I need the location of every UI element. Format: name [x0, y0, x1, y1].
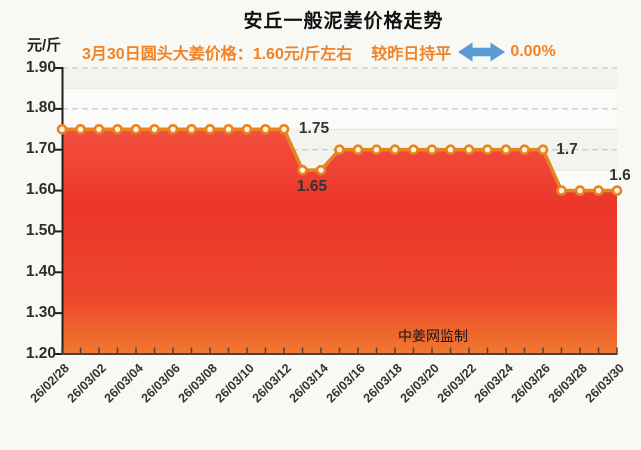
data-point-marker — [445, 144, 456, 156]
data-point-marker — [334, 144, 345, 156]
y-axis-label: 1.60 — [25, 181, 56, 199]
data-point-marker — [186, 123, 197, 135]
price-annotation: 1.75 — [298, 120, 330, 138]
plot-band — [62, 68, 617, 89]
data-point-marker — [389, 144, 401, 156]
compare-text: 较昨日持平 — [371, 46, 452, 63]
data-point-marker — [112, 123, 123, 135]
data-point-marker — [463, 144, 475, 156]
flat-trend-arrow-icon — [457, 41, 506, 63]
data-point-marker — [371, 144, 382, 156]
y-axis-label: 1.20 — [25, 344, 56, 362]
watermark-text: 中姜网监制 — [398, 328, 468, 344]
data-point-marker — [223, 123, 234, 135]
data-point-marker — [556, 185, 567, 196]
price-area-fill — [62, 129, 617, 354]
data-point-marker — [130, 123, 142, 135]
data-point-marker — [56, 123, 68, 135]
subtitle-row: 3月30日圆头大姜价格：1.60元/斤左右 较昨日持平 0.00% — [82, 40, 556, 64]
data-point-marker — [426, 144, 438, 156]
data-point-marker — [537, 144, 549, 156]
data-point-marker — [315, 164, 327, 176]
change-percent-text: 0.00% — [510, 43, 556, 60]
data-point-marker — [500, 144, 512, 156]
y-axis-label: 1.70 — [25, 140, 56, 158]
data-point-marker — [241, 123, 253, 135]
y-axis-label: 1.30 — [25, 303, 56, 321]
data-point-marker — [482, 144, 493, 156]
data-point-marker — [611, 185, 623, 196]
page-title: 安丘一般泥姜价格走势 — [243, 11, 444, 32]
price-summary-text: 3月30日圆头大姜价格：1.60元/斤左右 — [82, 46, 353, 63]
data-point-marker — [260, 123, 271, 135]
data-point-marker — [593, 185, 604, 196]
y-axis-label: 1.80 — [25, 99, 56, 117]
data-point-marker — [574, 185, 586, 196]
data-point-marker — [167, 123, 179, 135]
data-point-marker — [408, 144, 419, 156]
plot-band — [62, 88, 617, 109]
data-point-marker — [93, 123, 105, 135]
data-point-marker — [204, 123, 216, 135]
y-axis-label: 1.40 — [25, 262, 56, 280]
data-point-marker — [352, 144, 364, 156]
price-annotation: 1.7 — [556, 140, 578, 158]
plot-band — [62, 108, 617, 130]
y-axis-label: 1.50 — [25, 221, 56, 239]
price-annotation: 1.6 — [609, 166, 631, 184]
y-axis-label: 1.90 — [25, 58, 56, 76]
data-point-marker — [519, 144, 530, 156]
data-point-marker — [297, 164, 308, 176]
data-point-marker — [149, 123, 160, 135]
price-annotation: 1.65 — [296, 178, 328, 196]
data-point-marker — [278, 123, 290, 135]
y-axis-unit-label: 元/斤 — [27, 37, 62, 54]
data-point-marker — [75, 123, 86, 135]
